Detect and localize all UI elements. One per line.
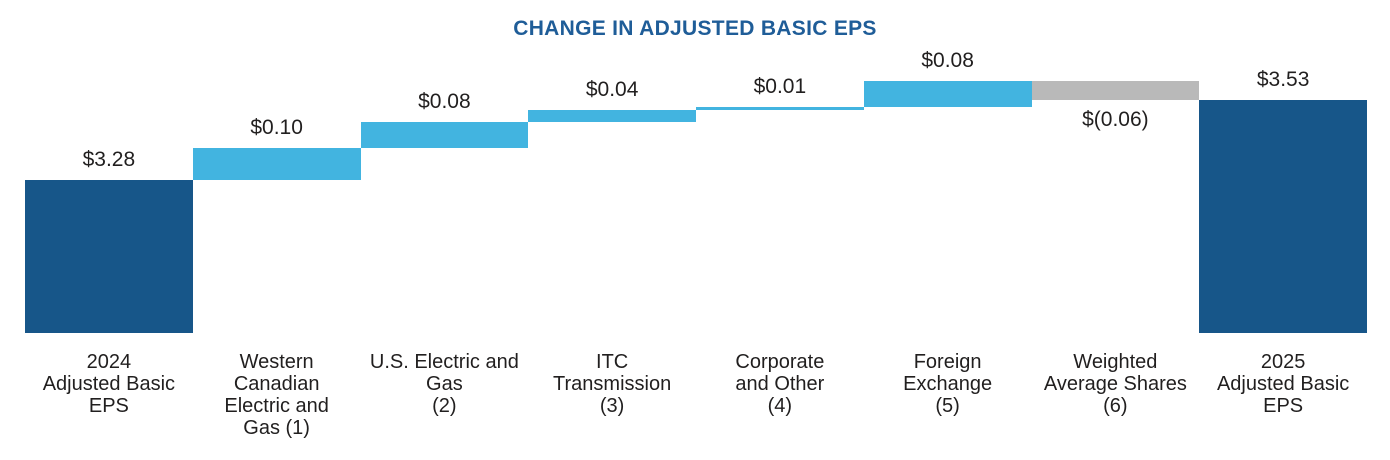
bar-2025-adjusted-basic-eps <box>1199 100 1367 333</box>
bar-category-label-weighted-average-shares-6: Weighted Average Shares (6) <box>1043 351 1187 417</box>
bar-u-s-electric-and-gas-2 <box>360 122 529 148</box>
bar-category-label-u-s-electric-and-gas-2: U.S. Electric and Gas (2) <box>369 351 519 417</box>
bar-weighted-average-shares-6 <box>1031 80 1200 101</box>
bar-category-label-itc-transmission-3: ITC Transmission (3) <box>553 351 672 417</box>
bar-category-label-foreign-exchange-5: Foreign Exchange (5) <box>903 351 993 417</box>
bar-category-label-corporate-and-other-4: Corporate and Other (4) <box>735 351 825 417</box>
bar-value-label-itc-transmission-3: $0.04 <box>585 77 639 101</box>
bar-value-label-2025-adjusted-basic-eps: $3.53 <box>1256 68 1310 92</box>
bar-value-label-western-canadian-electric-and-gas-1: $0.10 <box>250 115 303 139</box>
bar-category-label-2025-adjusted-basic-eps: 2025 Adjusted Basic EPS <box>1216 351 1350 417</box>
bar-value-label-u-s-electric-and-gas-2: $0.08 <box>418 90 471 114</box>
bar-value-label-weighted-average-shares-6: $(0.06) <box>1082 108 1149 132</box>
bar-category-label-2024-adjusted-basic-eps: 2024 Adjusted Basic EPS <box>42 351 176 417</box>
bar-2024-adjusted-basic-eps <box>25 179 193 333</box>
bar-corporate-and-other-4 <box>696 106 864 110</box>
bar-value-label-corporate-and-other-4: $0.01 <box>753 74 807 98</box>
chart-title: CHANGE IN ADJUSTED BASIC EPS <box>513 17 877 40</box>
bar-western-canadian-electric-and-gas-1 <box>192 147 361 180</box>
bar-value-label-foreign-exchange-5: $0.08 <box>921 48 974 72</box>
bar-itc-transmission-3 <box>528 109 696 123</box>
bar-category-label-western-canadian-electric-and-gas-1: Western Canadian Electric and Gas (1) <box>224 351 329 439</box>
bar-value-label-2024-adjusted-basic-eps: $3.28 <box>82 147 136 171</box>
bar-foreign-exchange-5 <box>863 80 1032 107</box>
